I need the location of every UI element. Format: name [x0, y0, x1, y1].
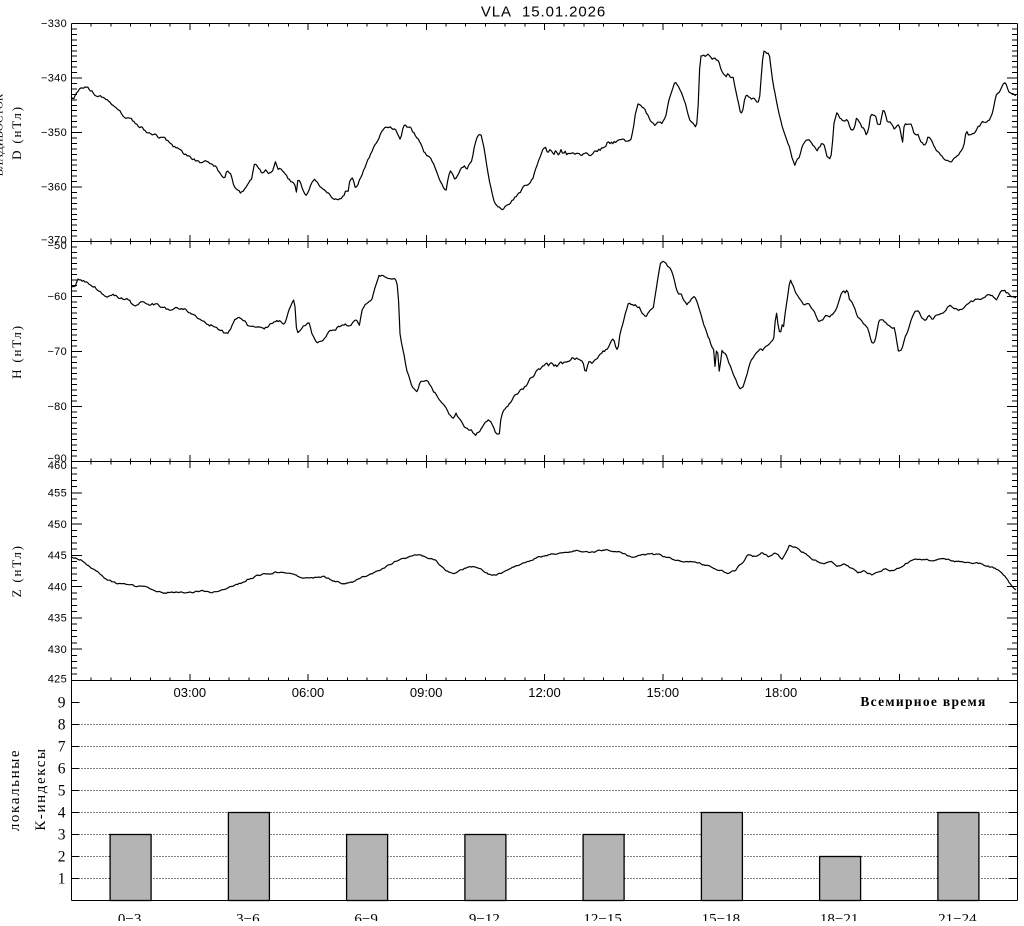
svg-text:455: 455 [48, 488, 67, 500]
svg-text:−340: −340 [41, 73, 67, 85]
svg-text:435: 435 [48, 613, 67, 625]
svg-text:−330: −330 [41, 18, 67, 30]
svg-text:−350: −350 [41, 127, 67, 139]
svg-text:06:00: 06:00 [292, 685, 325, 700]
svg-text:−370: −370 [41, 235, 67, 247]
svg-text:−90: −90 [47, 453, 67, 465]
svg-text:−50: −50 [47, 240, 67, 252]
svg-text:460: 460 [48, 460, 67, 472]
svg-text:8: 8 [58, 717, 66, 734]
svg-text:12:00: 12:00 [528, 685, 561, 700]
svg-text:9: 9 [58, 695, 66, 712]
svg-text:425: 425 [48, 674, 67, 686]
svg-text:3−6: 3−6 [236, 912, 260, 922]
svg-text:6: 6 [58, 761, 66, 778]
svg-text:15:00: 15:00 [647, 685, 680, 700]
svg-text:15−18: 15−18 [702, 912, 740, 922]
svg-text:1: 1 [58, 871, 66, 888]
svg-text:18:00: 18:00 [765, 685, 798, 700]
svg-text:5: 5 [58, 783, 66, 800]
svg-text:−80: −80 [47, 401, 67, 413]
svg-text:21−24: 21−24 [938, 912, 977, 922]
svg-text:Всемирное время: Всемирное время [860, 694, 986, 709]
svg-text:3: 3 [58, 827, 66, 844]
svg-text:H (нТл): H (нТл) [9, 324, 24, 379]
svg-text:445: 445 [48, 550, 67, 562]
svg-text:−70: −70 [47, 346, 67, 358]
svg-text:7: 7 [58, 739, 66, 756]
svg-text:9−12: 9−12 [469, 912, 500, 922]
svg-text:18−21: 18−21 [820, 912, 858, 922]
svg-text:ВЛАДИВОСТОК: ВЛАДИВОСТОК [0, 93, 5, 176]
svg-text:09:00: 09:00 [410, 685, 443, 700]
svg-text:Z (нТл): Z (нТл) [9, 544, 24, 597]
svg-text:03:00: 03:00 [174, 685, 207, 700]
svg-text:450: 450 [48, 519, 67, 531]
svg-text:12−15: 12−15 [583, 912, 621, 922]
svg-text:−360: −360 [41, 182, 67, 194]
svg-text:К-индексы: К-индексы [33, 747, 49, 830]
svg-text:6−9: 6−9 [354, 912, 377, 922]
svg-text:4: 4 [58, 805, 66, 822]
svg-text:D (нТл): D (нТл) [9, 105, 24, 160]
svg-text:−60: −60 [47, 291, 67, 303]
svg-text:0−3: 0−3 [118, 912, 141, 922]
svg-text:2: 2 [58, 849, 66, 866]
svg-text:440: 440 [48, 581, 67, 593]
svg-text:VLA 15.01.2026: VLA 15.01.2026 [481, 4, 606, 21]
svg-text:локальные: локальные [7, 749, 23, 831]
svg-text:430: 430 [48, 644, 67, 656]
